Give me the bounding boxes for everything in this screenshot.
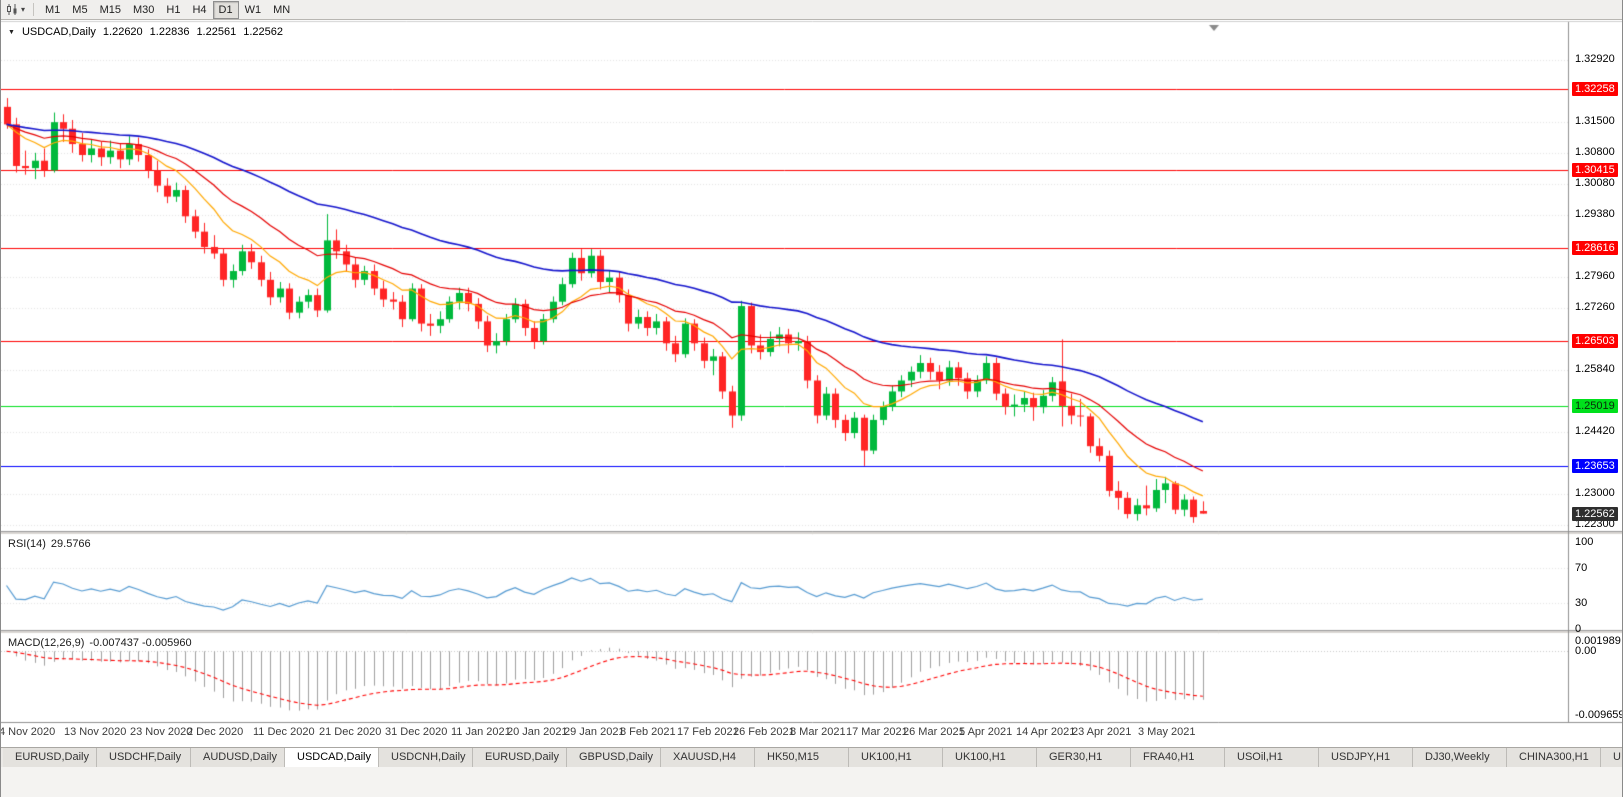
last-price-badge: 1.22562 (1572, 507, 1618, 521)
timeframe-button-M1[interactable]: M1 (45, 3, 61, 16)
macd-axis-label: -0.009659 (1575, 709, 1623, 721)
readout-high: 1.22836 (149, 26, 190, 38)
chart-tab-8-HK50-M15[interactable]: HK50,M15 (755, 748, 849, 767)
toolbar-separator (33, 3, 35, 16)
time-axis-label: 31 Dec 2020 (385, 726, 448, 738)
time-axis-label: 14 Apr 2021 (1016, 726, 1076, 738)
level-price-badge: 1.26503 (1572, 334, 1618, 348)
chart-tab-17-U[interactable]: U (1601, 748, 1622, 767)
time-axis-label: 13 Nov 2020 (64, 726, 127, 738)
time-axis-label: 20 Jan 2021 (507, 726, 568, 738)
time-axis-label: 4 Nov 2020 (0, 726, 56, 738)
chart-type-dropdown-icon[interactable]: ▾ (21, 5, 26, 14)
readout-symbol: USDCAD,Daily (21, 26, 96, 38)
macd-name: MACD(12,26,9) (8, 637, 85, 649)
chart-tab-bar: EURUSD,Daily USDCHF,Daily AUDUSD,Daily USDC… (1, 747, 1622, 767)
timeframe-button-M5[interactable]: M5 (72, 3, 88, 16)
price-axis-label: 1.30800 (1575, 146, 1615, 158)
status-bar (1, 767, 1622, 797)
timeframe-button-MN[interactable]: MN (273, 3, 291, 16)
rsi-indicator-label: RSI(14) 29.5766 (8, 538, 91, 550)
time-axis-label: 26 Feb 2021 (733, 726, 795, 738)
chart-tab-11-GER30-H1[interactable]: GER30,H1 (1037, 748, 1131, 767)
time-axis-label: 17 Feb 2021 (677, 726, 739, 738)
rsi-axis-label: 100 (1575, 536, 1594, 548)
level-price-badge: 1.28616 (1572, 241, 1618, 255)
time-axis-label: 2 Dec 2020 (187, 726, 244, 738)
time-axis-label: 5 Apr 2021 (959, 726, 1013, 738)
time-axis-label: 17 Mar 2021 (846, 726, 908, 738)
readout-low: 1.22561 (196, 26, 237, 38)
symbol-dropdown-icon[interactable]: ▼ (8, 28, 15, 36)
chart-tab-9-UK100-H1[interactable]: UK100,H1 (849, 748, 943, 767)
rsi-axis-label: 0 (1575, 623, 1582, 635)
chart-tab-13-USOil-H1[interactable]: USOil,H1 (1225, 748, 1319, 767)
time-axis-label: 23 Nov 2020 (130, 726, 193, 738)
timeframe-button-W1[interactable]: W1 (244, 3, 262, 16)
macd-values: -0.007437 -0.005960 (89, 637, 192, 649)
readout-close: 1.22562 (243, 26, 283, 38)
time-axis-label: 26 Mar 2021 (903, 726, 965, 738)
chart-tab-14-USDJPY-H1[interactable]: USDJPY,H1 (1319, 748, 1413, 767)
chart-tab-4-USDCNH-Daily[interactable]: USDCNH,Daily (379, 748, 473, 767)
price-axis-label: 1.31500 (1575, 115, 1615, 127)
timeframe-button-H4[interactable]: H4 (192, 3, 207, 16)
price-axis-label: 1.27260 (1575, 301, 1615, 313)
price-axis-label: 1.24420 (1575, 425, 1615, 437)
price-axis-label: 1.29380 (1575, 208, 1615, 220)
chart-tab-16-CHINA300-H1[interactable]: CHINA300,H1 (1507, 748, 1601, 767)
chart-tab-3-USDCAD-Daily[interactable]: USDCAD,Daily (285, 748, 379, 767)
chart-canvas[interactable] (1, 20, 1622, 747)
timeframe-button-D1[interactable]: D1 (212, 0, 239, 19)
macd-axis-label: 0.00 (1575, 645, 1597, 657)
chart-tab-1-USDCHF-Daily[interactable]: USDCHF,Daily (97, 748, 191, 767)
price-axis-label: 1.23000 (1575, 487, 1615, 499)
chart-tab-6-GBPUSD-Daily[interactable]: GBPUSD,Daily (567, 748, 661, 767)
chart-tab-2-AUDUSD-Daily[interactable]: AUDUSD,Daily (191, 748, 285, 767)
price-axis-label: 1.30080 (1575, 177, 1615, 189)
chart-type-icon[interactable] (5, 2, 20, 17)
time-axis-label: 3 May 2021 (1138, 726, 1196, 738)
rsi-name: RSI(14) (8, 538, 46, 550)
time-axis-label: 29 Jan 2021 (564, 726, 625, 738)
chart-tab-15-DJ30-Weekly[interactable]: DJ30,Weekly (1413, 748, 1507, 767)
rsi-axis-label: 70 (1575, 562, 1588, 574)
ohlc-readout: ▼ USDCAD,Daily 1.22620 1.22836 1.22561 1… (8, 26, 283, 38)
chart-tab-5-EURUSD-Daily[interactable]: EURUSD,Daily (473, 748, 567, 767)
timeframe-button-H1[interactable]: H1 (166, 3, 181, 16)
chart-tab-7-XAUUSD-H4[interactable]: XAUUSD,H4 (661, 748, 755, 767)
level-price-badge: 1.25019 (1572, 399, 1618, 413)
time-axis-label: 21 Dec 2020 (319, 726, 382, 738)
macd-axis-label: 0.001989 (1575, 635, 1621, 647)
chart-tab-12-FRA40-H1[interactable]: FRA40,H1 (1131, 748, 1225, 767)
timeframe-button-M15[interactable]: M15 (99, 3, 121, 16)
readout-open: 1.22620 (102, 26, 143, 38)
price-axis-label: 1.32920 (1575, 53, 1615, 65)
chart-window: ▼ USDCAD,Daily 1.22620 1.22836 1.22561 1… (1, 20, 1623, 747)
timeframe-buttons: M1 M5 M15 M30 H1 H4 D1 W1 MN (39, 0, 296, 20)
time-axis-label: 8 Feb 2021 (620, 726, 676, 738)
time-axis-label: 8 Mar 2021 (790, 726, 846, 738)
level-price-badge: 1.32258 (1572, 82, 1618, 96)
timeframe-button-M30[interactable]: M30 (132, 3, 155, 16)
price-axis-label: 1.27960 (1575, 270, 1615, 282)
rsi-value: 29.5766 (50, 538, 91, 550)
price-axis: 1.32920 1.31500 1.30800 1.30080 1.29380 1.279… (1571, 20, 1623, 747)
time-axis-label: 23 Apr 2021 (1072, 726, 1132, 738)
macd-indicator-label: MACD(12,26,9) -0.007437 -0.005960 (8, 637, 192, 649)
time-axis: 4 Nov 2020 13 Nov 2020 23 Nov 2020 2 Dec 20… (1, 722, 1568, 746)
price-axis-label: 1.25840 (1575, 363, 1615, 375)
time-axis-label: 11 Jan 2021 (451, 726, 511, 738)
level-price-badge: 1.23653 (1572, 459, 1618, 473)
level-price-badge: 1.30415 (1572, 163, 1618, 177)
chart-tab-0-EURUSD-Daily[interactable]: EURUSD,Daily (3, 748, 97, 767)
price-axis-label: 1.22300 (1575, 518, 1615, 530)
timeframe-toolbar: ▾ M1 M5 M15 M30 H1 H4 D1 W1 MN (1, 0, 1622, 20)
chart-tab-10-UK100-H1[interactable]: UK100,H1 (943, 748, 1037, 767)
time-axis-label: 11 Dec 2020 (253, 726, 315, 738)
rsi-axis-label: 30 (1575, 597, 1588, 609)
